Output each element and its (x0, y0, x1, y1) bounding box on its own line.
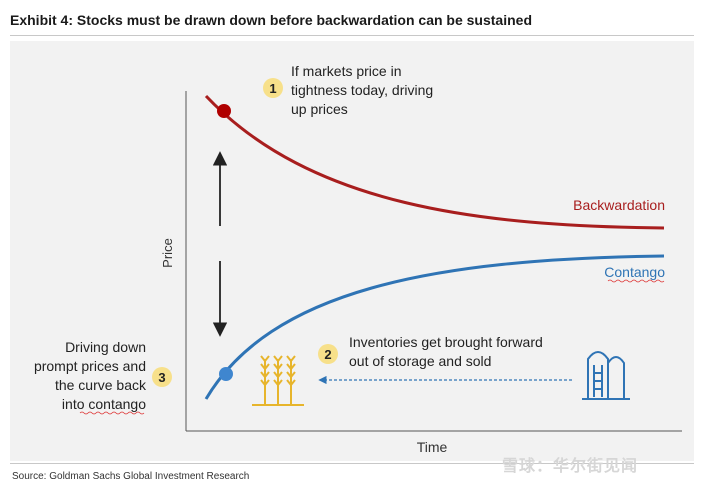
silo-icon (582, 351, 630, 400)
badge-2 (318, 344, 338, 364)
annotation-2-line-1: Inventories get brought forward (349, 334, 543, 350)
annotation-3-line-3: the curve back (55, 377, 147, 393)
x-axis-label: Time (417, 439, 448, 455)
contango-curve (204, 254, 665, 400)
watermark: 雪球：华尔街见闻 (502, 458, 639, 475)
annotation-1-line-2: tightness today, driving (291, 82, 433, 98)
badge-1 (263, 78, 283, 98)
title-divider (10, 35, 694, 36)
backwardation-label: Backwardation (573, 197, 665, 213)
backwardation-point (217, 104, 231, 118)
annotation-3-line-4: into contango (62, 396, 146, 412)
contango-spell-underline-2 (79, 411, 145, 415)
contango-spell-underline (607, 279, 665, 283)
badge-3-number: 3 (158, 370, 165, 385)
y-axis-label: Price (160, 238, 175, 268)
diagram-svg: Price Time Backwardation Contango 1 If m… (34, 63, 682, 455)
badge-2-number: 2 (324, 347, 331, 362)
annotation-3-line-1: Driving down (65, 339, 146, 355)
annotation-3-line-2: prompt prices and (34, 358, 146, 374)
exhibit-title: Exhibit 4: Stocks must be drawn down bef… (10, 12, 532, 28)
diagram-panel: Price Time Backwardation Contango 1 If m… (10, 41, 694, 461)
annotation-2-line-2: out of storage and sold (349, 353, 491, 369)
wheat-icon (252, 355, 304, 406)
annotation-1-line-1: If markets price in (291, 63, 401, 79)
badge-3 (152, 367, 172, 387)
footer-divider (10, 463, 694, 464)
source-note: Source: Goldman Sachs Global Investment … (12, 471, 250, 482)
contango-label: Contango (604, 264, 665, 280)
annotation-1-line-3: up prices (291, 101, 348, 117)
backwardation-curve (204, 94, 665, 230)
contango-point (219, 367, 233, 381)
badge-1-number: 1 (269, 81, 276, 96)
